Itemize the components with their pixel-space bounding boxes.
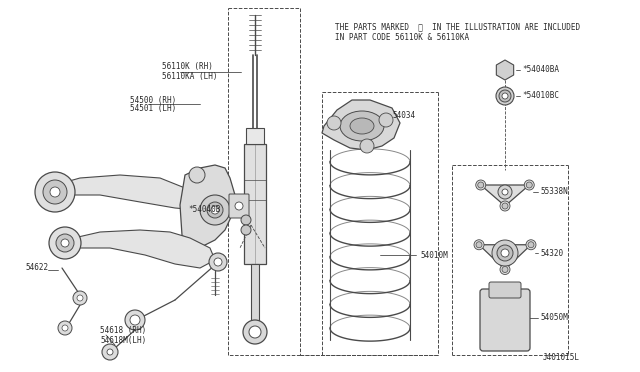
Circle shape <box>360 139 374 153</box>
Circle shape <box>500 264 510 275</box>
Circle shape <box>200 195 230 225</box>
Polygon shape <box>497 60 514 80</box>
Text: *54010BC: *54010BC <box>522 92 559 100</box>
Text: *54040BA: *54040BA <box>522 65 559 74</box>
Circle shape <box>58 321 72 335</box>
Ellipse shape <box>350 118 374 134</box>
Circle shape <box>526 182 532 188</box>
Ellipse shape <box>340 111 384 141</box>
Circle shape <box>502 266 508 273</box>
Text: 54010M: 54010M <box>420 250 448 260</box>
Circle shape <box>62 325 68 331</box>
Circle shape <box>496 87 514 105</box>
Circle shape <box>209 253 227 271</box>
Text: 54050M: 54050M <box>540 314 568 323</box>
Circle shape <box>502 203 508 209</box>
Circle shape <box>526 240 536 250</box>
Circle shape <box>498 185 512 199</box>
FancyBboxPatch shape <box>244 144 266 264</box>
Circle shape <box>502 93 508 99</box>
Circle shape <box>524 180 534 190</box>
Circle shape <box>214 258 222 266</box>
Circle shape <box>528 242 534 248</box>
Circle shape <box>130 315 140 325</box>
Circle shape <box>501 66 509 74</box>
Circle shape <box>49 227 81 259</box>
Text: 54622: 54622 <box>25 263 48 273</box>
Circle shape <box>107 349 113 355</box>
Circle shape <box>474 240 484 250</box>
Text: 54320: 54320 <box>540 248 563 257</box>
Text: 55338N: 55338N <box>540 187 568 196</box>
Circle shape <box>327 116 341 130</box>
Circle shape <box>56 234 74 252</box>
Circle shape <box>50 187 60 197</box>
Text: 56110K (RH): 56110K (RH) <box>162 62 213 71</box>
FancyBboxPatch shape <box>246 128 264 144</box>
Text: *54040B: *54040B <box>188 205 220 215</box>
Text: 54500 (RH): 54500 (RH) <box>130 96 176 105</box>
Polygon shape <box>479 245 531 269</box>
Text: 54618M(LH): 54618M(LH) <box>100 336 147 344</box>
Circle shape <box>476 242 482 248</box>
Text: 54618 (RH): 54618 (RH) <box>100 326 147 334</box>
Text: J401015L: J401015L <box>543 353 580 362</box>
Circle shape <box>476 180 486 190</box>
Circle shape <box>501 249 509 257</box>
Circle shape <box>189 167 205 183</box>
Text: 54501 (LH): 54501 (LH) <box>130 105 176 113</box>
Polygon shape <box>65 230 215 268</box>
Circle shape <box>477 182 484 188</box>
Circle shape <box>235 202 243 210</box>
FancyBboxPatch shape <box>480 289 530 351</box>
FancyBboxPatch shape <box>251 264 259 324</box>
FancyBboxPatch shape <box>489 282 521 298</box>
Circle shape <box>502 189 508 195</box>
Polygon shape <box>322 100 400 150</box>
FancyBboxPatch shape <box>229 194 249 218</box>
Circle shape <box>379 113 393 127</box>
Circle shape <box>500 201 510 211</box>
Circle shape <box>61 239 69 247</box>
Circle shape <box>102 344 118 360</box>
Circle shape <box>241 215 251 225</box>
Polygon shape <box>180 165 235 248</box>
Text: THE PARTS MARKED  ※  IN THE ILLUSTRATION ARE INCLUDED
IN PART CODE 56110K & 5611: THE PARTS MARKED ※ IN THE ILLUSTRATION A… <box>335 22 580 42</box>
Text: 56110KA (LH): 56110KA (LH) <box>162 71 218 80</box>
Circle shape <box>497 245 513 261</box>
Circle shape <box>241 225 251 235</box>
Circle shape <box>35 172 75 212</box>
Circle shape <box>43 180 67 204</box>
Polygon shape <box>55 175 200 210</box>
Circle shape <box>207 202 223 218</box>
Circle shape <box>243 320 267 344</box>
Text: 54034: 54034 <box>392 110 415 119</box>
Circle shape <box>499 90 511 102</box>
Circle shape <box>249 326 261 338</box>
Circle shape <box>492 240 518 266</box>
Circle shape <box>77 295 83 301</box>
Polygon shape <box>481 185 529 206</box>
Circle shape <box>73 291 87 305</box>
Circle shape <box>125 310 145 330</box>
Circle shape <box>211 206 219 214</box>
